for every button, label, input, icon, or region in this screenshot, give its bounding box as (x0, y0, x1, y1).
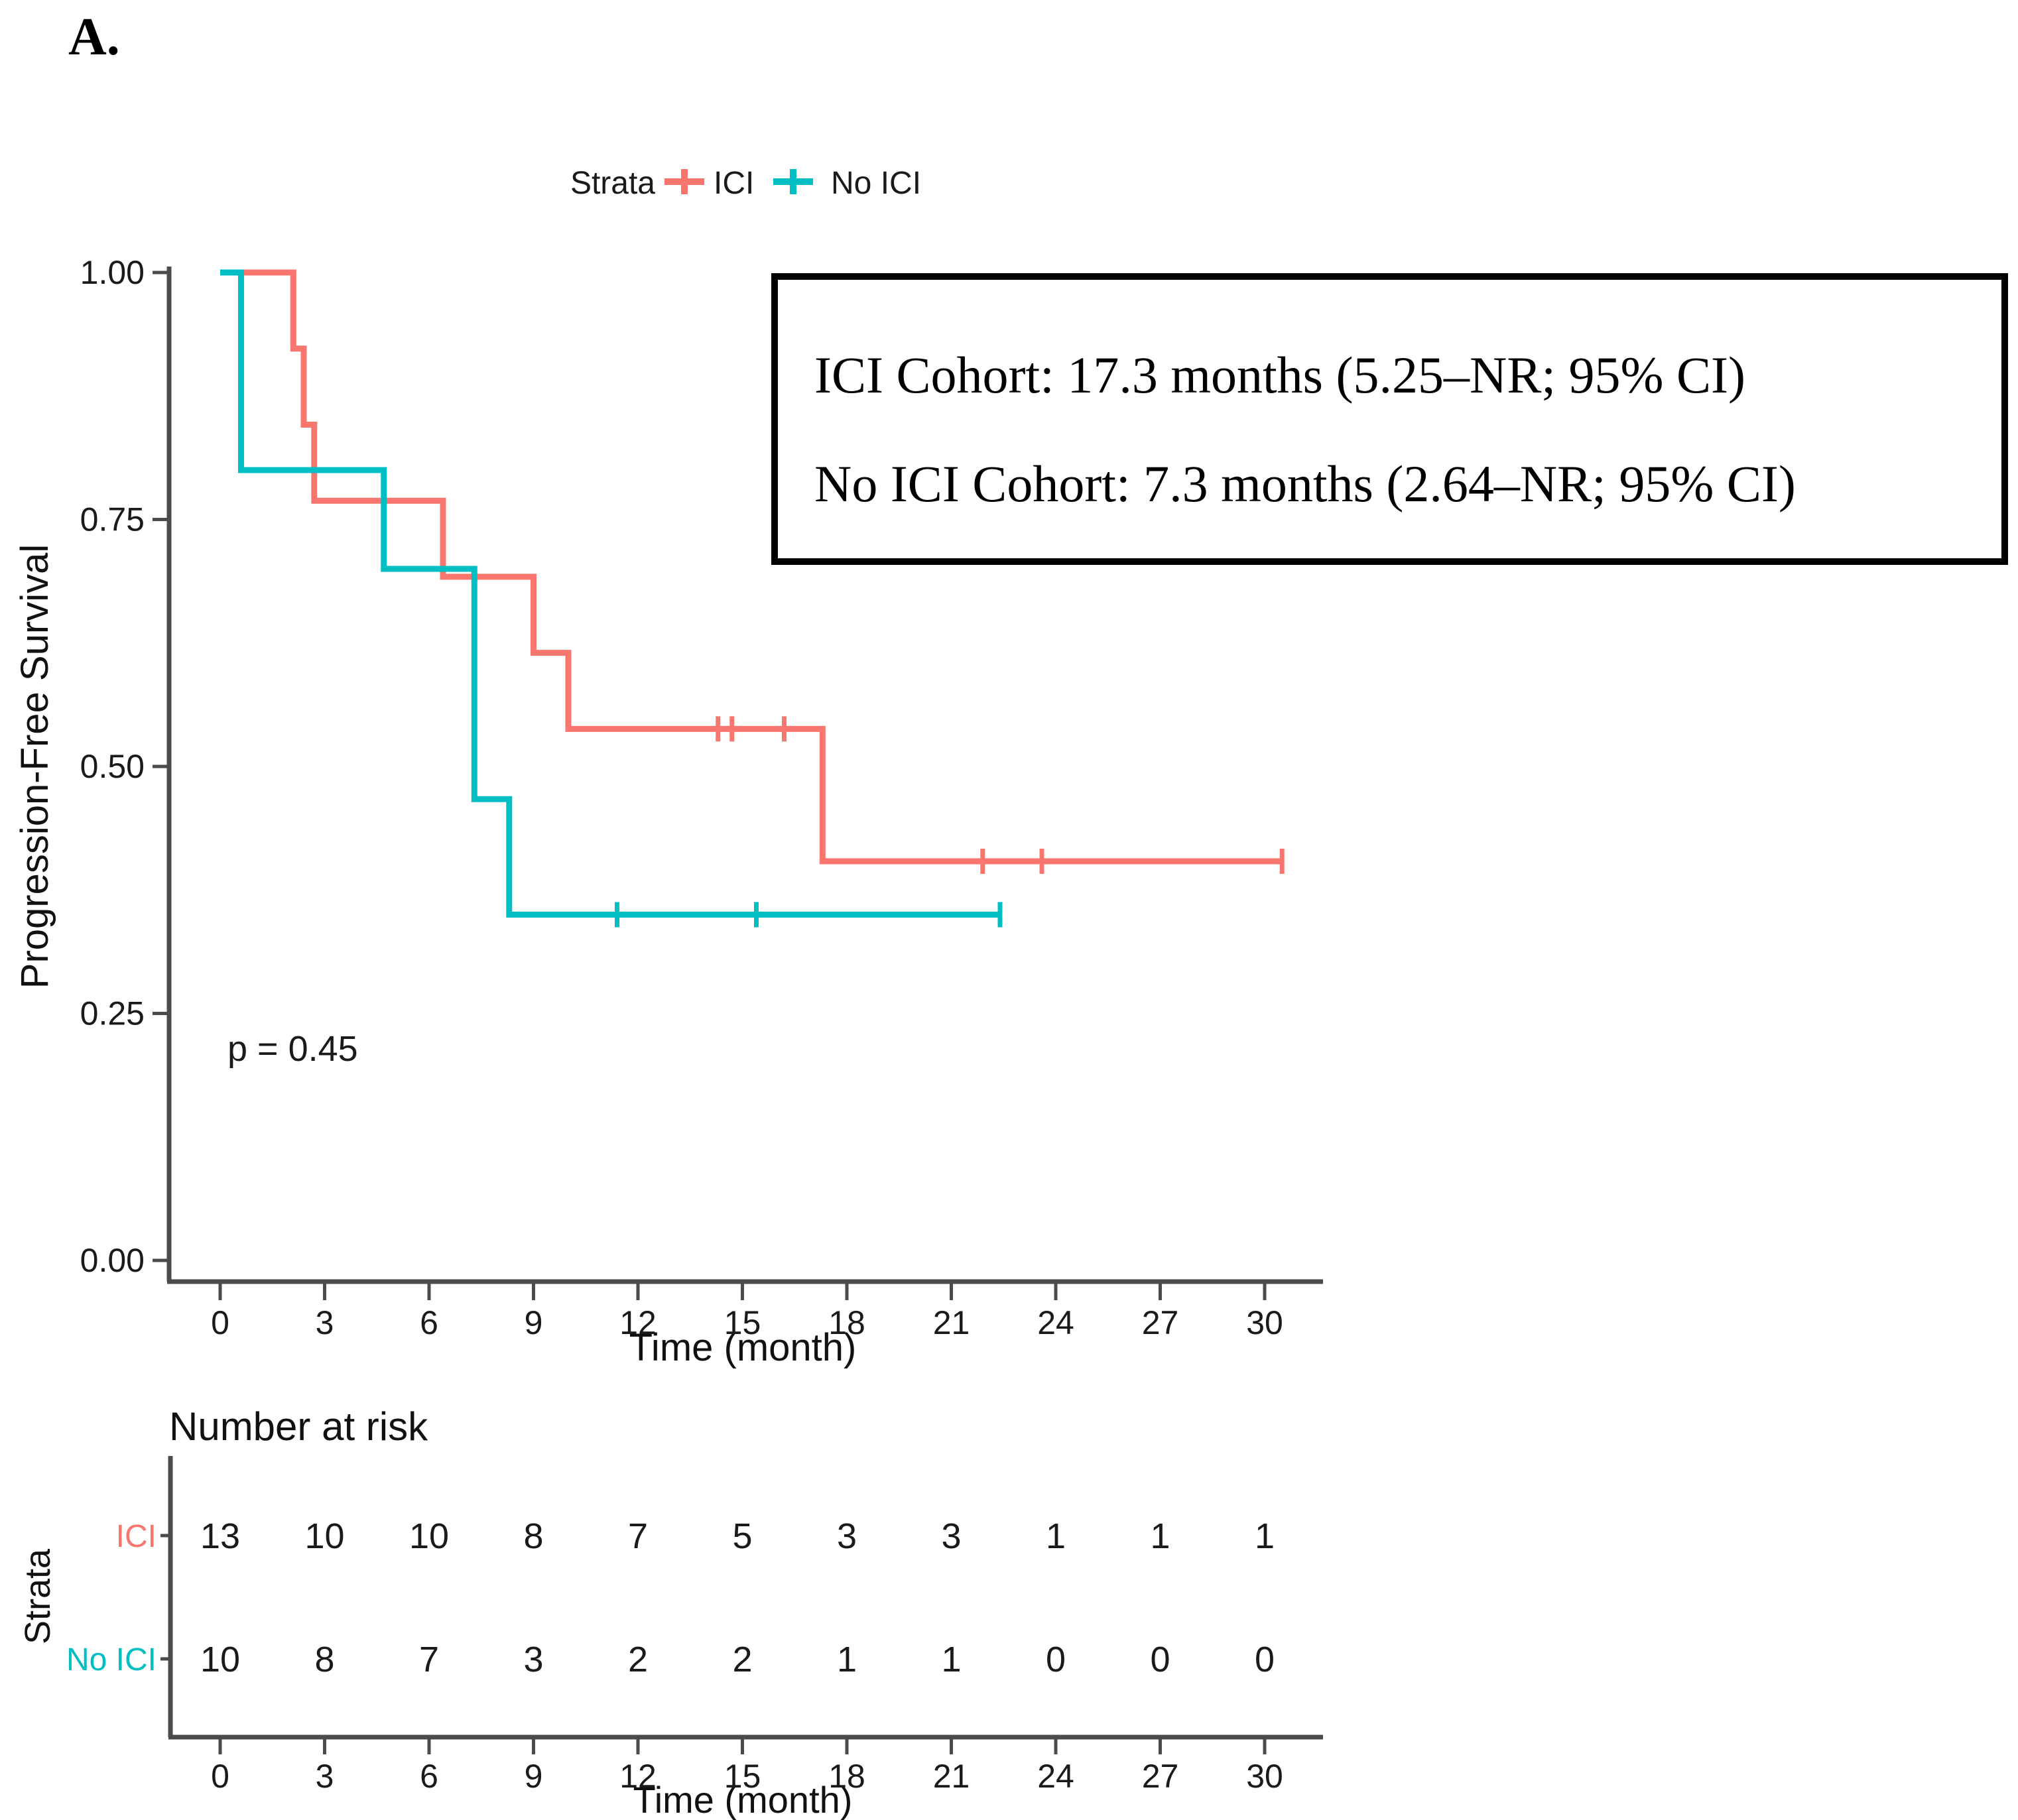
panel-label: A. (68, 8, 120, 66)
risk-value: 2 (732, 1640, 752, 1679)
risk-x-axis-tick-label: 12 (619, 1758, 657, 1795)
y-axis-tick-label: 1.00 (80, 254, 145, 291)
x-axis-tick-label: 30 (1246, 1304, 1283, 1341)
risk-value: 1 (941, 1640, 961, 1679)
y-axis-tick-label: 0.00 (80, 1242, 145, 1279)
risk-value: 13 (200, 1516, 240, 1556)
risk-value: 3 (837, 1516, 857, 1556)
x-axis-tick-label: 27 (1142, 1304, 1179, 1341)
legend-label-no-ici: No ICI (831, 166, 921, 201)
risk-value: 2 (628, 1640, 648, 1679)
x-axis-tick-label: 9 (525, 1304, 543, 1341)
risk-value: 0 (1150, 1640, 1170, 1679)
risk-table-values-area: 13 10 10 8 7 5 3 3 1 1 110 8 7 3 2 2 1 1 0 0 00 3 6 9 12 15 18 21 24… (200, 1516, 1283, 1795)
x-axis-tick-label: 15 (724, 1304, 761, 1341)
risk-value: 3 (523, 1640, 543, 1679)
annotation-line-no-ici: No ICI Cohort: 7.3 months (2.64–NR; 95% … (814, 455, 1796, 513)
legend-key-ici-plus-icon (664, 169, 704, 194)
legend: Strata ICI No ICI (570, 166, 921, 201)
x-axis-tick-label: 24 (1037, 1304, 1074, 1341)
risk-value: 8 (523, 1516, 543, 1556)
legend-title: Strata (570, 166, 655, 201)
risk-value: 1 (1255, 1516, 1275, 1556)
p-value-text: p = 0.45 (227, 1029, 358, 1069)
y-axis-tick-label: 0.25 (80, 995, 145, 1032)
risk-x-axis-tick-label: 24 (1037, 1758, 1074, 1795)
risk-x-axis-tick-label: 30 (1246, 1758, 1283, 1795)
risk-x-axis-tick-label: 0 (211, 1758, 229, 1795)
legend-key-no-ici-plus-icon (773, 169, 813, 194)
x-axis-tick-label: 6 (420, 1304, 438, 1341)
y-axis-tick-label: 0.75 (80, 501, 145, 538)
risk-value: 10 (200, 1640, 240, 1679)
x-axis-title: Time (month) (629, 1326, 857, 1369)
risk-x-axis-tick-label: 27 (1142, 1758, 1179, 1795)
risk-value: 3 (941, 1516, 961, 1556)
risk-row-label-ici: ICI (116, 1519, 157, 1554)
risk-row-label-no-ici: No ICI (66, 1642, 157, 1677)
risk-x-axis-tick-label: 9 (525, 1758, 543, 1795)
median-annotation-box: ICI Cohort: 17.3 months (5.25–NR; 95% CI… (771, 273, 2008, 565)
risk-table-heading: Number at risk (169, 1404, 428, 1449)
risk-value: 10 (409, 1516, 449, 1556)
risk-value: 5 (732, 1516, 752, 1556)
annotation-border (771, 273, 2008, 565)
risk-value: 8 (314, 1640, 334, 1679)
risk-value: 1 (837, 1640, 857, 1679)
risk-table-axis-label: Strata (18, 1548, 58, 1644)
y-axis-tick-label: 0.50 (80, 748, 145, 785)
risk-value: 0 (1255, 1640, 1275, 1679)
x-axis-tick-label: 3 (316, 1304, 334, 1341)
risk-x-axis-tick-label: 3 (316, 1758, 334, 1795)
survival-curves-area: 0.00 0.25 0.50 0.75 1.00 0 3 6 9 12 15 18 21 24 27 30 (80, 254, 1285, 1341)
x-axis-tick-label: 0 (211, 1304, 229, 1341)
risk-value: 1 (1046, 1516, 1066, 1556)
survival-curve-no-ici (220, 269, 1000, 918)
x-axis-tick-label: 18 (828, 1304, 865, 1341)
risk-x-axis-tick-label: 6 (420, 1758, 438, 1795)
risk-value: 1 (1150, 1516, 1170, 1556)
risk-x-axis-tick-label: 15 (724, 1758, 761, 1795)
legend-label-ici: ICI (714, 166, 754, 201)
x-axis-tick-label: 12 (619, 1304, 657, 1341)
risk-value: 7 (419, 1640, 439, 1679)
survival-curve-ici (220, 269, 1283, 865)
annotation-line-ici: ICI Cohort: 17.3 months (5.25–NR; 95% CI… (814, 346, 1745, 404)
risk-table-x-axis-title: Time (month) (633, 1779, 853, 1820)
risk-value: 0 (1046, 1640, 1066, 1679)
risk-value: 10 (304, 1516, 344, 1556)
y-axis-title: Progression-Free Survival (13, 544, 56, 989)
risk-value: 7 (628, 1516, 648, 1556)
risk-x-axis-tick-label: 18 (828, 1758, 865, 1795)
risk-table: Number at risk Strata ICI No ICI Time (m… (18, 1404, 1323, 1820)
risk-x-axis-tick-label: 21 (933, 1758, 970, 1795)
x-axis-tick-label: 21 (933, 1304, 970, 1341)
